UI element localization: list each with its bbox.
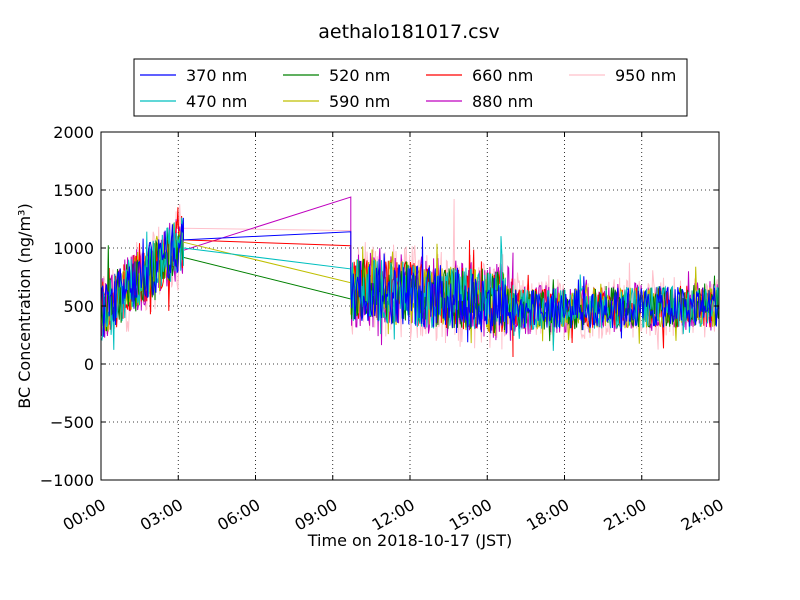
x-tick-label: 12:00 [369, 495, 418, 535]
x-tick-label: 21:00 [600, 495, 649, 535]
y-axis-label: BC Concentration (ng/m³) [15, 203, 34, 408]
x-tick-label: 03:00 [137, 495, 186, 535]
x-tick-label: 09:00 [291, 495, 340, 535]
y-tick-label: 1000 [53, 239, 94, 258]
legend-label: 520 nm [329, 66, 390, 85]
x-tick-label: 06:00 [214, 495, 263, 535]
y-tick-label: 500 [63, 297, 94, 316]
series-line-370-nm [100, 217, 720, 343]
y-tick-label: −1000 [40, 471, 94, 490]
y-tick-label: 1500 [53, 181, 94, 200]
legend-label: 370 nm [186, 66, 247, 85]
legend-label: 590 nm [329, 92, 390, 111]
series-lines [100, 196, 720, 358]
legend-label: 880 nm [472, 92, 533, 111]
y-tick-label: 2000 [53, 123, 94, 142]
legend-box [133, 58, 688, 117]
x-axis: 00:00 03:00 06:00 09:00 12:00 15:00 18:00 21:00… [60, 132, 727, 535]
x-tick-label: 24:00 [678, 495, 727, 535]
legend-label: 470 nm [186, 92, 247, 111]
legend: 370 nm 470 nm 520 nm 590 nm 660 nm 880 nm 950 … [133, 58, 688, 117]
y-tick-label: −500 [50, 413, 94, 432]
x-axis-label: Time on 2018-10-17 (JST) [307, 531, 512, 550]
x-tick-label: 18:00 [523, 495, 572, 535]
x-tick-label: 15:00 [446, 495, 495, 535]
x-tick-label: 00:00 [60, 495, 109, 535]
legend-label: 660 nm [472, 66, 533, 85]
chart-title: aethalo181017.csv [318, 21, 500, 43]
legend-label: 950 nm [615, 66, 676, 85]
y-tick-label: 0 [84, 355, 94, 374]
y-axis: −1000 −500 0 500 1000 1500 2000 [40, 123, 719, 490]
